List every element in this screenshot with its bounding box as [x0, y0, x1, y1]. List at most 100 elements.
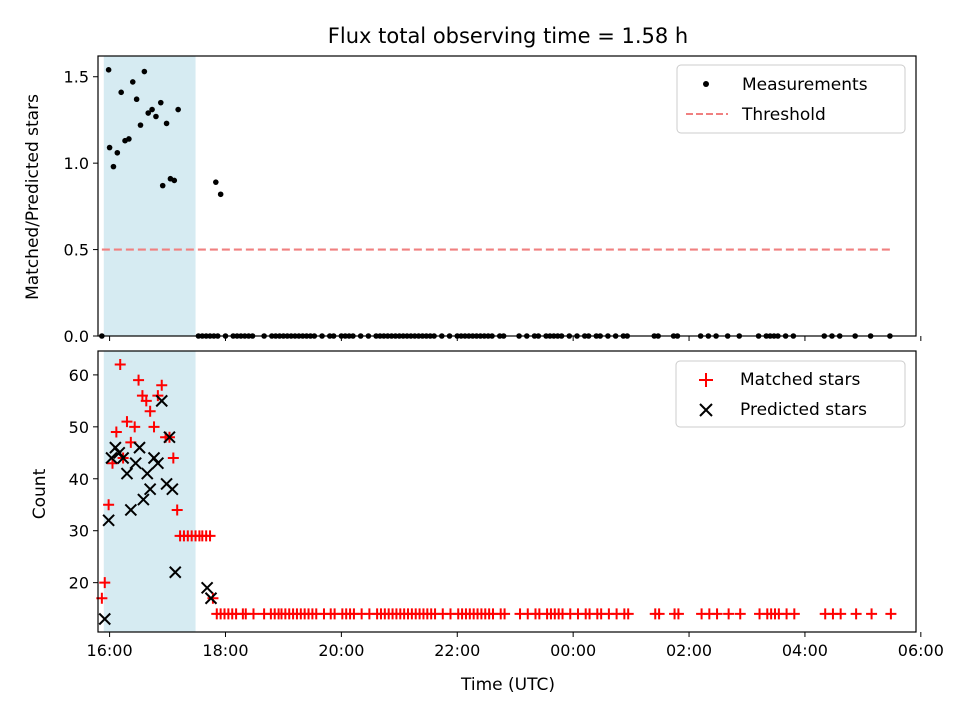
matched-star-point: [103, 499, 115, 511]
matched-star-point: [866, 608, 878, 620]
matched-star-point: [711, 608, 723, 620]
x-tick-label: 20:00: [318, 641, 364, 660]
x-tick-label: 00:00: [550, 641, 596, 660]
matched-star-point: [653, 608, 665, 620]
matched-star-point: [99, 577, 111, 589]
bottom-axes-frame: [97, 350, 917, 633]
matched-star-point: [121, 416, 133, 428]
measurement-point: [145, 110, 152, 116]
bottom-legend-box: [675, 360, 906, 428]
measurement-point: [213, 179, 219, 185]
measurement-point: [163, 120, 170, 127]
predicted-star-point: [166, 482, 179, 496]
top-y-tick-label: 0.5: [64, 241, 89, 260]
measurement-point: [217, 191, 224, 198]
predicted-star-point: [124, 503, 138, 517]
x-tick-label: 22:00: [434, 641, 480, 660]
measurement-point: [141, 68, 148, 75]
bottom-y-tick-label: 40: [69, 470, 89, 489]
bottom-y-tick-label: 60: [69, 366, 89, 385]
matched-star-point: [204, 530, 216, 542]
predicted-star-point: [129, 456, 142, 470]
predicted-star-point: [105, 451, 118, 465]
legend-matched-label: Matched stars: [740, 370, 860, 390]
chart-title: Flux total observing time = 1.58 h: [328, 24, 688, 48]
matched-star-point: [156, 379, 168, 391]
top-y-tick-label: 0.0: [64, 327, 89, 346]
predicted-star-point: [200, 581, 214, 595]
predicted-star-point: [133, 441, 146, 454]
bottom-y-tick-label: 20: [69, 574, 89, 593]
top-y-tick-label: 1.0: [64, 154, 89, 173]
measurement-point: [133, 96, 140, 103]
top-y-axis-label: Matched/Predicted stars: [23, 94, 43, 300]
measurement-point: [159, 182, 166, 189]
matched-star-point: [171, 504, 183, 516]
measurement-point: [110, 163, 117, 170]
matched-star-point: [723, 608, 735, 620]
legend-matched-marker: [699, 373, 713, 387]
matched-star-point: [167, 452, 179, 464]
x-axis-label: Time (UTC): [460, 675, 555, 695]
predicted-star-point: [120, 467, 134, 480]
bottom-panel: 20 30 40 50 60 16:00 18:00 20:00 22:00 00:00 02:00…: [69, 350, 944, 660]
matched-star-point: [148, 421, 160, 433]
matched-star-point: [133, 374, 145, 386]
measurement-point: [106, 144, 113, 151]
matched-star-point: [140, 395, 152, 407]
legend-predicted-label: Predicted stars: [740, 400, 867, 420]
matched-star-point: [499, 608, 511, 620]
top-legend-box: [676, 64, 906, 134]
matched-star-point: [144, 405, 156, 417]
measurement-point: [171, 177, 178, 184]
measurement-point: [149, 106, 155, 113]
matched-star-point: [247, 608, 259, 620]
predicted-star-point: [143, 482, 157, 496]
matched-star-point: [672, 608, 684, 620]
measurement-point: [175, 106, 181, 113]
matched-star-point: [850, 608, 862, 620]
matched-star-point: [129, 421, 141, 433]
matched-star-point: [835, 608, 847, 620]
matched-star-point: [110, 426, 122, 438]
x-tick-label: 02:00: [666, 641, 712, 660]
predicted-star-point: [98, 612, 111, 626]
top-legend: Measurements Threshold: [676, 64, 906, 134]
predicted-star-point: [137, 493, 150, 506]
legend-predicted-marker: [699, 403, 713, 417]
top-observing-span: [103, 56, 196, 336]
measurement-point: [137, 122, 144, 128]
predicted-star-point: [169, 566, 182, 579]
x-tick-label: 04:00: [782, 641, 828, 660]
predicted-star-point: [102, 514, 115, 527]
bottom-observing-span: [103, 351, 196, 632]
matched-star-point: [622, 608, 634, 620]
bottom-y-axis-label: Count: [30, 468, 50, 519]
x-tick-label: 18:00: [202, 641, 248, 660]
predicted-star-point: [155, 394, 168, 408]
matched-star-point: [114, 359, 126, 371]
matched-star-point: [207, 592, 219, 604]
bottom-legend: Matched stars Predicted stars: [675, 360, 906, 428]
measurement-point: [157, 99, 164, 106]
measurement-point: [118, 89, 124, 96]
legend-measurements-label: Measurements: [742, 75, 868, 95]
predicted-star-point: [116, 451, 130, 465]
matched-star-point: [788, 608, 800, 620]
predicted-star-point: [151, 456, 165, 470]
top-panel: 0.0 0.5 1.0 1.5: [64, 55, 922, 346]
legend-threshold-label: Threshold: [741, 105, 826, 125]
measurement-point: [114, 149, 121, 156]
legend-measurements-marker: [703, 81, 709, 87]
measurement-point: [129, 79, 136, 85]
bottom-y-tick-label: 50: [69, 418, 89, 437]
bottom-y-tick-label: 30: [69, 522, 89, 541]
predicted-star-point: [141, 467, 154, 480]
top-y-tick-label: 1.5: [64, 68, 89, 87]
measurement-point: [126, 136, 132, 142]
matched-star-point: [734, 608, 746, 620]
x-tick-label: 06:00: [898, 641, 944, 660]
top-axes-frame: [97, 55, 917, 337]
predicted-star-point: [163, 431, 176, 444]
